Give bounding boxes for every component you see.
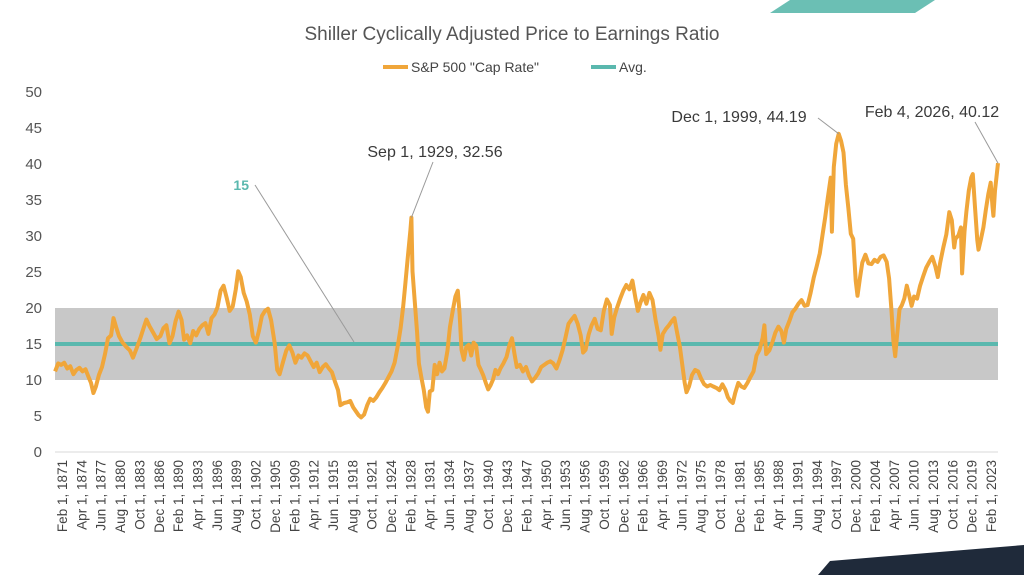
x-tick-label: Feb 1, 2004 (868, 460, 883, 533)
legend-cap-rate-label: S&P 500 "Cap Rate" (411, 59, 539, 75)
y-tick-label: 0 (34, 444, 42, 461)
bottom-right-decor-shape (818, 545, 1024, 575)
y-tick-label: 20 (25, 300, 42, 317)
x-tick-label: Dec 1, 2000 (849, 460, 864, 533)
x-tick-label: Feb 1, 1985 (752, 460, 767, 532)
y-tick-label: 5 (34, 408, 42, 425)
x-tick-label: Aug 1, 1880 (113, 460, 128, 533)
x-tick-label: Jun 1, 1915 (326, 460, 341, 531)
x-tick-label: Dec 1, 1886 (152, 460, 167, 533)
y-tick-label: 45 (25, 120, 42, 137)
x-tick-label: Feb 1, 1928 (403, 460, 418, 532)
x-tick-label: Dec 1, 1905 (268, 460, 283, 533)
annotation-leader (974, 121, 999, 164)
x-tick-label: Oct 1, 1902 (249, 460, 264, 530)
x-tick-label: Oct 1, 1921 (365, 460, 380, 530)
x-tick-label: Oct 1, 1883 (132, 460, 147, 530)
x-tick-label: Apr 1, 1931 (423, 460, 438, 530)
y-tick-label: 25 (25, 264, 42, 281)
x-tick-label: Dec 1, 1924 (384, 460, 399, 533)
x-tick-label: Apr 1, 1893 (190, 460, 205, 530)
avg-value-label: 15 (233, 177, 249, 193)
x-tick-label: Aug 1, 1899 (229, 460, 244, 533)
legend: S&P 500 "Cap Rate" Avg. (383, 59, 647, 75)
x-tick-label: Feb 1, 1966 (636, 460, 651, 532)
x-tick-label: Aug 1, 1937 (461, 460, 476, 533)
x-tick-label: Apr 1, 1969 (655, 460, 670, 530)
x-tick-label: Jun 1, 1896 (210, 460, 225, 531)
annotation-label: Sep 1, 1929, 32.56 (367, 144, 502, 161)
y-axis-ticks: 0 5 10 15 20 25 30 35 40 45 50 (25, 84, 42, 461)
y-tick-label: 30 (25, 228, 42, 245)
x-tick-label: Feb 1, 1890 (171, 460, 186, 532)
x-tick-label: Aug 1, 2013 (926, 460, 941, 533)
y-tick-label: 10 (25, 372, 42, 389)
annotation-leader (410, 161, 434, 218)
x-tick-label: Jun 1, 2010 (907, 460, 922, 531)
x-tick-label: Aug 1, 1994 (810, 460, 825, 533)
x-tick-label: Aug 1, 1975 (694, 460, 709, 533)
x-tick-label: Jun 1, 1934 (442, 460, 457, 531)
x-tick-label: Aug 1, 1918 (345, 460, 360, 533)
x-tick-label: Oct 1, 1978 (713, 460, 728, 530)
legend-avg-label: Avg. (619, 59, 647, 75)
x-tick-label: Oct 1, 1997 (829, 460, 844, 530)
x-tick-label: Jun 1, 1953 (558, 460, 573, 531)
y-tick-label: 40 (25, 156, 42, 173)
cap-rate-line (53, 131, 1000, 420)
x-tick-label: Jun 1, 1877 (94, 460, 109, 531)
x-tick-label: Apr 1, 1874 (74, 460, 89, 530)
x-tick-label: Jun 1, 1972 (674, 460, 689, 531)
x-tick-label: Oct 1, 2016 (945, 460, 960, 530)
x-tick-label: Apr 1, 1950 (539, 460, 554, 530)
annotation-leader (817, 117, 840, 135)
x-tick-label: Feb 1, 1909 (287, 460, 302, 532)
x-tick-label: Apr 1, 1912 (307, 460, 322, 530)
x-tick-label: Dec 1, 1981 (732, 460, 747, 533)
x-axis-ticks: Feb 1, 1871 Apr 1, 1874 Jun 1, 1877 Aug 1, … (55, 460, 999, 533)
x-tick-label: Apr 1, 1988 (771, 460, 786, 530)
y-tick-label: 35 (25, 192, 42, 209)
annotations: Sep 1, 1929, 32.56 Dec 1, 1999, 44.19 Feb … (367, 104, 999, 218)
x-tick-label: Oct 1, 1959 (597, 460, 612, 530)
x-tick-label: Apr 1, 2007 (887, 460, 902, 530)
annotation-label: Feb 4, 2026, 40.12 (865, 104, 999, 121)
x-tick-label: Aug 1, 1956 (578, 460, 593, 533)
x-tick-label: Feb 1, 1871 (55, 460, 70, 532)
x-tick-label: Dec 1, 1943 (500, 460, 515, 533)
y-tick-label: 15 (25, 336, 42, 353)
x-tick-label: Dec 1, 1962 (616, 460, 631, 533)
x-tick-label: Jun 1, 1991 (790, 460, 805, 531)
avg-label-leader (254, 184, 355, 343)
chart-title: Shiller Cyclically Adjusted Price to Ear… (304, 24, 719, 45)
x-tick-label: Feb 1, 2023 (984, 460, 999, 532)
x-tick-label: Oct 1, 1940 (481, 460, 496, 530)
x-tick-label: Feb 1, 1947 (520, 460, 535, 532)
y-tick-label: 50 (25, 84, 42, 101)
annotation-label: Dec 1, 1999, 44.19 (671, 109, 806, 126)
top-right-decor-shape (770, 0, 935, 13)
x-tick-label: Dec 1, 2019 (965, 460, 980, 533)
